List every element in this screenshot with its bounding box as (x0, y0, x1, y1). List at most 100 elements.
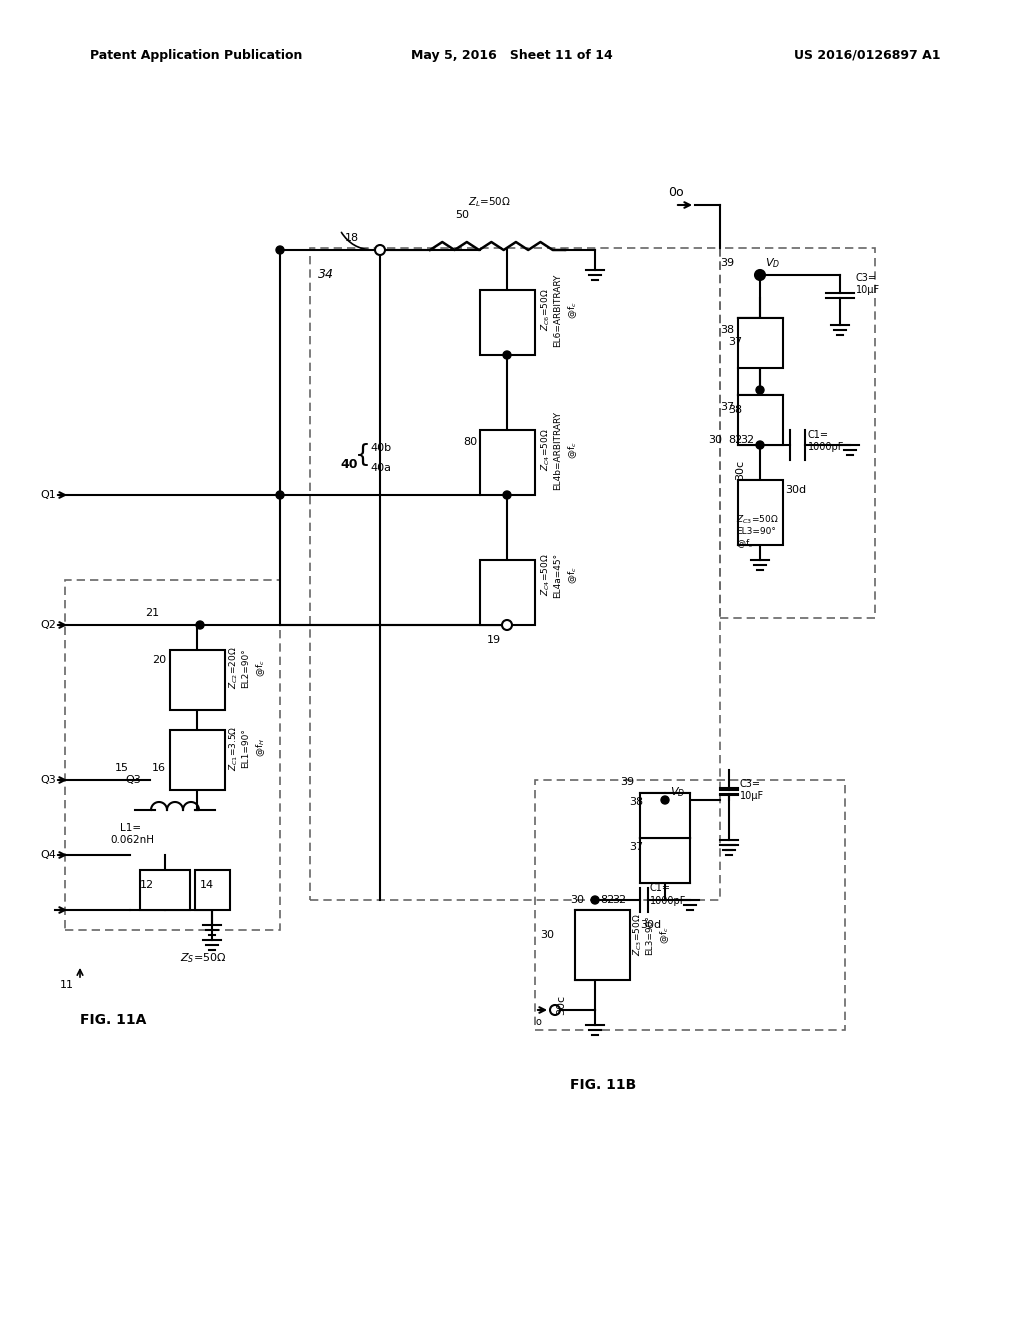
Bar (170, 649, 225, 710)
Bar (738, 318, 783, 368)
Text: $Z_{C6}$=50Ω: $Z_{C6}$=50Ω (540, 289, 553, 331)
Circle shape (502, 620, 512, 630)
Text: 1000pF: 1000pF (650, 896, 686, 906)
Bar (140, 870, 190, 909)
Circle shape (550, 1005, 560, 1015)
Text: 37: 37 (720, 403, 734, 412)
Bar (65, 579, 280, 931)
Text: 30c: 30c (556, 995, 566, 1015)
Text: @f$_c$: @f$_c$ (254, 659, 266, 677)
Text: $Z_L$=50Ω: $Z_L$=50Ω (468, 195, 511, 209)
Text: US 2016/0126897 A1: US 2016/0126897 A1 (794, 49, 940, 62)
Bar (195, 870, 230, 909)
Text: 32: 32 (740, 436, 754, 445)
Text: EL3=90°: EL3=90° (736, 528, 776, 536)
Circle shape (276, 491, 284, 499)
Text: 1000pF: 1000pF (808, 442, 845, 451)
Bar (480, 430, 535, 495)
Circle shape (591, 896, 599, 904)
Text: 11: 11 (60, 979, 74, 990)
Text: 0o: 0o (668, 186, 684, 198)
Text: 12: 12 (140, 880, 155, 890)
Text: 32: 32 (612, 895, 626, 906)
Text: o: o (535, 1016, 541, 1027)
Text: $Z_{C4}$=50Ω: $Z_{C4}$=50Ω (540, 554, 553, 597)
Text: @f$_c$: @f$_c$ (736, 537, 754, 550)
Text: 39: 39 (620, 777, 634, 787)
Circle shape (662, 796, 669, 804)
Text: 34: 34 (318, 268, 334, 281)
Text: EL2=90°: EL2=90° (241, 648, 250, 688)
Text: C1=: C1= (650, 883, 671, 894)
Bar (640, 793, 690, 838)
Text: 50: 50 (455, 210, 469, 220)
Text: 38: 38 (728, 405, 742, 414)
Circle shape (755, 271, 765, 280)
Text: FIG. 11B: FIG. 11B (570, 1078, 636, 1092)
Circle shape (756, 441, 764, 449)
Text: $Z_{C2}$=20Ω: $Z_{C2}$=20Ω (228, 647, 241, 689)
Circle shape (276, 246, 284, 253)
Text: Q4: Q4 (40, 850, 56, 861)
Text: $Z_{C3}$=50Ω: $Z_{C3}$=50Ω (632, 913, 644, 956)
Text: EL4b=ARBITRARY: EL4b=ARBITRARY (553, 411, 562, 490)
Bar (480, 560, 535, 624)
Circle shape (375, 246, 385, 255)
Text: May 5, 2016   Sheet 11 of 14: May 5, 2016 Sheet 11 of 14 (411, 49, 613, 62)
Text: EL6=ARBITRARY: EL6=ARBITRARY (553, 273, 562, 347)
Text: L1=: L1= (120, 822, 141, 833)
Bar (170, 730, 225, 789)
Text: Q3: Q3 (40, 775, 55, 785)
Text: $V_D$: $V_D$ (670, 785, 685, 799)
Text: $Z_{C4}$=50Ω: $Z_{C4}$=50Ω (540, 429, 553, 471)
Text: 30: 30 (540, 931, 554, 940)
Text: 20: 20 (152, 655, 166, 665)
Text: @f$_c$: @f$_c$ (566, 441, 579, 459)
Circle shape (196, 620, 204, 630)
Text: 19: 19 (487, 635, 501, 645)
Text: @f$_c$: @f$_c$ (658, 927, 671, 944)
Text: 37: 37 (629, 842, 643, 851)
Text: 10μF: 10μF (856, 285, 880, 294)
Text: $Z_{C1}$=3.5Ω: $Z_{C1}$=3.5Ω (228, 725, 241, 771)
Bar (310, 248, 720, 900)
Text: 82: 82 (728, 436, 742, 445)
Text: C3=: C3= (856, 273, 877, 282)
Text: Q3: Q3 (125, 775, 140, 785)
Text: Q1: Q1 (40, 490, 55, 500)
Text: 18: 18 (345, 234, 359, 243)
Circle shape (756, 271, 764, 279)
Text: $Z_{C3}$=50Ω: $Z_{C3}$=50Ω (736, 513, 778, 527)
Text: Patent Application Publication: Patent Application Publication (90, 49, 302, 62)
Text: 40b: 40b (370, 444, 391, 453)
Text: 82: 82 (600, 895, 614, 906)
Text: 30d: 30d (785, 484, 806, 495)
Text: Q2: Q2 (40, 620, 56, 630)
Bar (535, 780, 845, 1030)
Text: @f$_c$: @f$_c$ (566, 301, 579, 319)
Text: 38: 38 (629, 797, 643, 807)
Text: @f$_c$: @f$_c$ (566, 566, 579, 583)
Text: 38: 38 (720, 325, 734, 335)
Text: 30: 30 (570, 895, 584, 906)
Bar (738, 480, 783, 545)
Text: 16: 16 (152, 763, 166, 774)
Text: EL3=90°: EL3=90° (645, 915, 654, 954)
Circle shape (756, 385, 764, 393)
Text: 40: 40 (340, 458, 357, 471)
Text: EL1=90°: EL1=90° (241, 729, 250, 768)
Text: 10μF: 10μF (740, 791, 764, 801)
Text: C1=: C1= (808, 430, 829, 440)
Text: 37: 37 (728, 337, 742, 347)
Text: EL4a=45°: EL4a=45° (553, 553, 562, 598)
Text: 40a: 40a (370, 463, 391, 473)
Text: 30d: 30d (640, 920, 662, 931)
Circle shape (503, 351, 511, 359)
Text: 80: 80 (463, 437, 477, 447)
Text: 21: 21 (145, 609, 159, 618)
Bar (720, 248, 874, 618)
Text: $V_D$: $V_D$ (765, 256, 780, 269)
Circle shape (503, 491, 511, 499)
Text: {: { (355, 444, 371, 467)
Text: $Z_S$=50Ω: $Z_S$=50Ω (180, 952, 226, 965)
